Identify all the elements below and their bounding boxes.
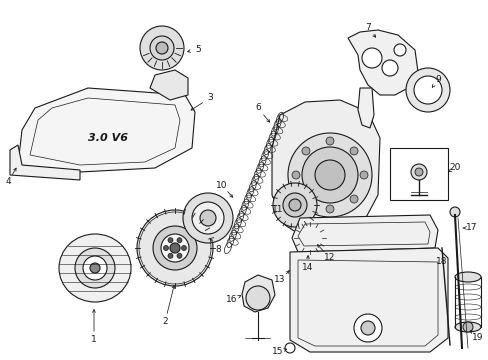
Circle shape (462, 322, 472, 332)
Circle shape (192, 202, 224, 234)
Text: 2: 2 (162, 318, 167, 327)
Circle shape (325, 137, 333, 145)
Circle shape (291, 171, 299, 179)
Circle shape (181, 246, 186, 251)
Text: 7: 7 (365, 23, 370, 32)
Text: 3.0 V6: 3.0 V6 (88, 133, 128, 143)
Circle shape (272, 183, 316, 227)
Circle shape (156, 42, 168, 54)
Circle shape (183, 193, 232, 243)
Polygon shape (347, 30, 417, 95)
Circle shape (245, 286, 269, 310)
Circle shape (381, 60, 397, 76)
Circle shape (283, 193, 306, 217)
Circle shape (153, 226, 197, 270)
Text: 1: 1 (91, 336, 97, 345)
Text: 14: 14 (302, 264, 313, 273)
Circle shape (295, 224, 324, 252)
Circle shape (90, 263, 100, 273)
Polygon shape (18, 88, 195, 172)
Circle shape (177, 238, 182, 243)
Circle shape (414, 168, 422, 176)
Polygon shape (10, 145, 80, 180)
Circle shape (349, 147, 357, 155)
Circle shape (393, 44, 405, 56)
Circle shape (405, 68, 449, 112)
Circle shape (410, 164, 426, 180)
Circle shape (360, 321, 374, 335)
Circle shape (413, 76, 441, 104)
Circle shape (359, 171, 367, 179)
Circle shape (302, 195, 309, 203)
Circle shape (75, 248, 115, 288)
Circle shape (161, 234, 189, 262)
Circle shape (285, 343, 294, 353)
Circle shape (150, 36, 174, 60)
Ellipse shape (454, 322, 480, 332)
Text: 12: 12 (324, 253, 335, 262)
Polygon shape (289, 248, 447, 352)
Circle shape (302, 147, 309, 155)
Polygon shape (242, 275, 274, 312)
Circle shape (325, 205, 333, 213)
Circle shape (287, 133, 371, 217)
Text: 20: 20 (448, 163, 460, 172)
Circle shape (137, 210, 213, 286)
Text: 13: 13 (274, 275, 285, 284)
Circle shape (168, 253, 173, 258)
Circle shape (168, 238, 173, 243)
Text: 11: 11 (272, 206, 283, 215)
Text: 16: 16 (226, 296, 237, 305)
Text: 9: 9 (434, 76, 440, 85)
Polygon shape (291, 215, 437, 252)
Text: 19: 19 (471, 333, 483, 342)
Text: 8: 8 (215, 246, 221, 255)
Ellipse shape (454, 272, 480, 282)
Text: 18: 18 (435, 257, 447, 266)
Polygon shape (271, 100, 379, 240)
Text: 17: 17 (465, 224, 477, 233)
Circle shape (302, 147, 357, 203)
Circle shape (303, 231, 316, 245)
Text: 4: 4 (5, 177, 11, 186)
Circle shape (83, 256, 107, 280)
Circle shape (163, 246, 168, 251)
Circle shape (177, 253, 182, 258)
Circle shape (200, 210, 216, 226)
Circle shape (349, 195, 357, 203)
Circle shape (170, 243, 180, 253)
Circle shape (353, 314, 381, 342)
Circle shape (361, 48, 381, 68)
Circle shape (140, 26, 183, 70)
Text: 10: 10 (216, 180, 227, 189)
Text: 15: 15 (272, 347, 283, 356)
Polygon shape (150, 70, 187, 100)
Text: 3: 3 (207, 94, 212, 103)
Circle shape (449, 207, 459, 217)
Text: 5: 5 (195, 45, 201, 54)
Circle shape (314, 160, 345, 190)
Bar (389, 148, 447, 200)
Polygon shape (357, 88, 373, 128)
Ellipse shape (59, 234, 131, 302)
Circle shape (288, 199, 301, 211)
Text: 6: 6 (255, 104, 260, 112)
